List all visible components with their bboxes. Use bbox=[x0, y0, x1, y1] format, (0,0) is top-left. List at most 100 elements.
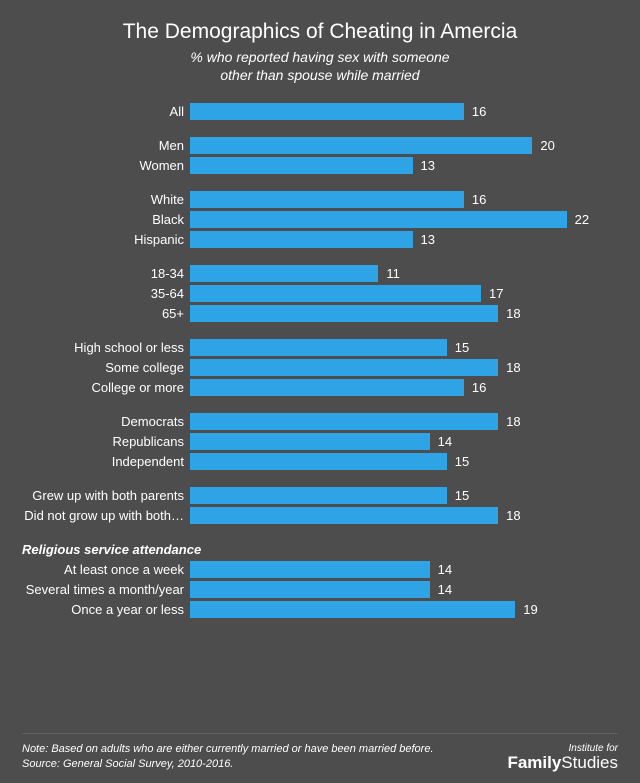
bar-area: 11 bbox=[190, 265, 618, 282]
bar-label: Once a year or less bbox=[22, 602, 190, 617]
bar bbox=[190, 305, 498, 322]
bar-label: Black bbox=[22, 212, 190, 227]
bar-row: All 16 bbox=[22, 102, 618, 121]
group-header-row: Religious service attendance bbox=[22, 540, 618, 559]
bar bbox=[190, 265, 378, 282]
bar-row: Women 13 bbox=[22, 156, 618, 175]
footnote: Note: Based on adults who are either cur… bbox=[22, 742, 434, 771]
bar-row: Several times a month/year 14 bbox=[22, 580, 618, 599]
bar-area: 14 bbox=[190, 581, 618, 598]
bar-group: Democrats18Republicans14Independent15 bbox=[22, 412, 618, 471]
bar-label: Men bbox=[22, 138, 190, 153]
chart-subtitle: % who reported having sex with someone o… bbox=[22, 48, 618, 84]
bar-row: Republicans14 bbox=[22, 432, 618, 451]
bar-value: 13 bbox=[421, 232, 435, 247]
note-line-2: Source: General Social Survey, 2010-2016… bbox=[22, 758, 233, 770]
bar-group: Grew up with both parents15Did not grow … bbox=[22, 486, 618, 525]
bar-area: 15 bbox=[190, 453, 618, 470]
logo-family-studies: FamilyStudies bbox=[507, 754, 618, 771]
logo-bold: Family bbox=[507, 753, 561, 772]
bar-row: 18-34 11 bbox=[22, 264, 618, 283]
bar-area: 14 bbox=[190, 561, 618, 578]
bar-area: 18 bbox=[190, 413, 618, 430]
bar-area: 18 bbox=[190, 507, 618, 524]
subtitle-line-2: other than spouse while married bbox=[220, 67, 419, 83]
bar-group: 18-34 11 35-64 17 65+ 18 bbox=[22, 264, 618, 323]
chart-title: The Demographics of Cheating in Amercia bbox=[22, 20, 618, 44]
bar bbox=[190, 581, 430, 598]
bar-row: Grew up with both parents 15 bbox=[22, 486, 618, 505]
bar-group: Men 20 Women 13 bbox=[22, 136, 618, 175]
bar-chart: All 16 Men 20 Women 13 White16 Black 22 Hispanic1… bbox=[22, 102, 618, 721]
bar-value: 14 bbox=[438, 582, 452, 597]
bar bbox=[190, 359, 498, 376]
bar-row: Hispanic13 bbox=[22, 230, 618, 249]
bar-value: 17 bbox=[489, 286, 503, 301]
bar-label: All bbox=[22, 104, 190, 119]
bar-row: Some college18 bbox=[22, 358, 618, 377]
bar bbox=[190, 157, 413, 174]
bar bbox=[190, 433, 430, 450]
bar-area: 18 bbox=[190, 305, 618, 322]
bar-row: White16 bbox=[22, 190, 618, 209]
bar bbox=[190, 507, 498, 524]
bar bbox=[190, 453, 447, 470]
bar-label: 18-34 bbox=[22, 266, 190, 281]
bar-row: Men 20 bbox=[22, 136, 618, 155]
bar-row: 65+ 18 bbox=[22, 304, 618, 323]
bar-label: Several times a month/year bbox=[22, 582, 190, 597]
subtitle-line-1: % who reported having sex with someone bbox=[190, 49, 449, 65]
bar-value: 16 bbox=[472, 104, 486, 119]
bar bbox=[190, 191, 464, 208]
bar bbox=[190, 379, 464, 396]
bar-area: 22 bbox=[190, 211, 618, 228]
group-header-label: Religious service attendance bbox=[22, 542, 190, 557]
bar bbox=[190, 487, 447, 504]
bar-value: 15 bbox=[455, 488, 469, 503]
bar-label: Democrats bbox=[22, 414, 190, 429]
bar bbox=[190, 339, 447, 356]
bar bbox=[190, 561, 430, 578]
bar-label: High school or less bbox=[22, 340, 190, 355]
bar-value: 20 bbox=[540, 138, 554, 153]
bar-group: White16 Black 22 Hispanic13 bbox=[22, 190, 618, 249]
bar-group: All 16 bbox=[22, 102, 618, 121]
bar bbox=[190, 285, 481, 302]
bar-value: 16 bbox=[472, 380, 486, 395]
bar bbox=[190, 413, 498, 430]
bar-row: 35-64 17 bbox=[22, 284, 618, 303]
bar-label: Grew up with both parents bbox=[22, 488, 190, 503]
bar-row: Democrats 18 bbox=[22, 412, 618, 431]
bar-area: 17 bbox=[190, 285, 618, 302]
note-line-1: Note: Based on adults who are either cur… bbox=[22, 743, 434, 755]
bar-value: 16 bbox=[472, 192, 486, 207]
bar-label: 35-64 bbox=[22, 286, 190, 301]
bar-label: College or more bbox=[22, 380, 190, 395]
bar-area: 15 bbox=[190, 339, 618, 356]
bar-row: College or more 16 bbox=[22, 378, 618, 397]
header-spacer bbox=[190, 541, 618, 558]
bar-group: High school or less15Some college18Colle… bbox=[22, 338, 618, 397]
bar-area: 13 bbox=[190, 157, 618, 174]
logo-rest: Studies bbox=[561, 753, 618, 772]
bar-label: Women bbox=[22, 158, 190, 173]
bar-area: 18 bbox=[190, 359, 618, 376]
bar-value: 22 bbox=[575, 212, 589, 227]
bar-value: 14 bbox=[438, 562, 452, 577]
bar-row: Once a year or less19 bbox=[22, 600, 618, 619]
bar-group: Religious service attendanceAt least onc… bbox=[22, 540, 618, 619]
bar bbox=[190, 231, 413, 248]
bar-area: 16 bbox=[190, 379, 618, 396]
bar-value: 13 bbox=[421, 158, 435, 173]
bar-label: 65+ bbox=[22, 306, 190, 321]
bar-area: 16 bbox=[190, 103, 618, 120]
bar-value: 18 bbox=[506, 414, 520, 429]
bar bbox=[190, 137, 532, 154]
bar-area: 14 bbox=[190, 433, 618, 450]
bar-row: High school or less15 bbox=[22, 338, 618, 357]
bar-value: 14 bbox=[438, 434, 452, 449]
bar-value: 11 bbox=[386, 266, 400, 281]
bar-value: 18 bbox=[506, 306, 520, 321]
bar-row: Black 22 bbox=[22, 210, 618, 229]
bar-value: 15 bbox=[455, 454, 469, 469]
